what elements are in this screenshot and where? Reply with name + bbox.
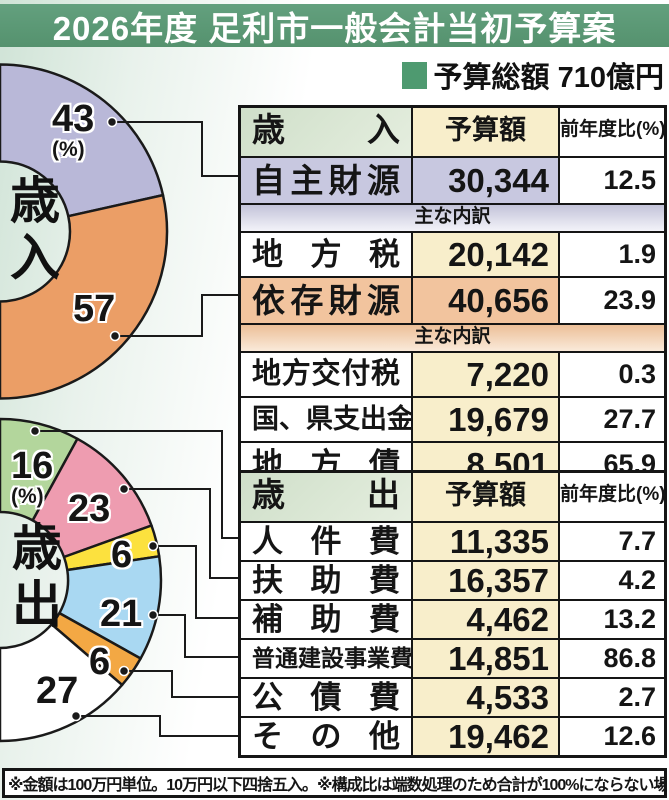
row-label: 国、県支出金 (241, 398, 413, 441)
row-yoy: 27.7 (560, 398, 664, 441)
row-label: 扶助費 (241, 562, 413, 599)
row-label: 人件費 (241, 523, 413, 560)
footnote: ※金額は100万円単位。10万円以下四捨五入。※構成比は端数処理のため合計が10… (2, 768, 667, 798)
row-yoy: 12.5 (560, 158, 664, 203)
revenue-table-header: 歳入 予算額 前年度比(%) (241, 108, 664, 156)
header-amount: 予算額 (413, 473, 560, 521)
row-label: 自主財源 (241, 158, 413, 203)
revenue-segment-self (0, 63, 165, 218)
row-label: 公債費 (241, 679, 413, 716)
percent-label-construction: 21 (100, 593, 143, 635)
revenue-segment-dependent (0, 193, 169, 400)
percent-unit: (%) (11, 485, 44, 509)
row-label: 依存財源 (241, 278, 413, 323)
revenue-table: 歳入 予算額 前年度比(%) 自主財源 30,344 12.5 主な内訳 地方税… (238, 105, 667, 489)
percent-label-personnel: 16 (%) (11, 445, 54, 509)
row-yoy: 12.6 (560, 718, 664, 755)
percent-label-revenue-self: 43 (%) (52, 98, 95, 162)
table-row: 自主財源 30,344 12.5 (241, 156, 664, 203)
row-amount: 30,344 (413, 158, 560, 203)
percent-label-assistance: 23 (68, 488, 111, 530)
table-row: 普通建設事業費 14,851 86.8 (241, 638, 664, 677)
table-row: 地方交付税 7,220 0.3 (241, 351, 664, 396)
row-label: その他 (241, 718, 413, 755)
row-yoy: 2.7 (560, 679, 664, 716)
budget-total-label: 予算総額 710億円 (433, 62, 664, 94)
table-row: 国、県支出金 19,679 27.7 (241, 396, 664, 441)
percent-label-subsidy: 6 (111, 534, 133, 576)
table-row: 地方税 20,142 1.9 (241, 231, 664, 276)
table-row: 扶助費 16,357 4.2 (241, 560, 664, 599)
percent-unit: (%) (52, 138, 85, 162)
row-amount: 16,357 (413, 562, 560, 599)
header-category: 歳出 (241, 473, 413, 521)
budget-total: 予算総額 710億円 (401, 58, 664, 94)
row-amount: 11,335 (413, 523, 560, 560)
row-label: 地方税 (241, 233, 413, 276)
header-amount: 予算額 (413, 108, 560, 156)
revenue-donut-title: 歳入 (3, 174, 59, 288)
header-yoy: 前年度比(%) (560, 473, 664, 521)
row-amount: 4,533 (413, 679, 560, 716)
row-label: 普通建設事業費 (241, 640, 413, 677)
row-amount: 20,142 (413, 233, 560, 276)
row-amount: 40,656 (413, 278, 560, 323)
expenditure-donut-title: 歳出 (5, 521, 61, 635)
green-square-icon (401, 61, 427, 89)
revenue-donut-chart (0, 63, 169, 400)
row-yoy: 23.9 (560, 278, 664, 323)
expenditure-table-header: 歳出 予算額 前年度比(%) (241, 473, 664, 521)
row-amount: 19,679 (413, 398, 560, 441)
row-yoy: 1.9 (560, 233, 664, 276)
row-yoy: 4.2 (560, 562, 664, 599)
table-row: 人件費 11,335 7.7 (241, 521, 664, 560)
breakdown-band: 主な内訳 (241, 323, 664, 351)
table-row: その他 19,462 12.6 (241, 716, 664, 755)
row-yoy: 0.3 (560, 353, 664, 396)
row-label: 地方交付税 (241, 353, 413, 396)
row-yoy: 13.2 (560, 601, 664, 638)
percent-label-debt: 6 (89, 641, 111, 683)
header-category: 歳入 (241, 108, 413, 156)
percent-label-revenue-dependent: 57 (73, 288, 116, 330)
expenditure-table: 歳出 予算額 前年度比(%) 人件費 11,335 7.7 扶助費 16,357… (238, 470, 667, 758)
breakdown-band: 主な内訳 (241, 203, 664, 231)
row-yoy: 86.8 (560, 640, 664, 677)
row-amount: 7,220 (413, 353, 560, 396)
header-yoy: 前年度比(%) (560, 108, 664, 156)
row-amount: 14,851 (413, 640, 560, 677)
table-row: 依存財源 40,656 23.9 (241, 276, 664, 323)
percent-label-other: 27 (36, 670, 79, 712)
table-row: 補助費 4,462 13.2 (241, 599, 664, 638)
expenditure-segment-other (0, 623, 124, 743)
row-amount: 19,462 (413, 718, 560, 755)
row-label: 補助費 (241, 601, 413, 638)
row-yoy: 7.7 (560, 523, 664, 560)
row-amount: 4,462 (413, 601, 560, 638)
table-row: 公債費 4,533 2.7 (241, 677, 664, 716)
page-title: 2026年度 足利市一般会計当初予算案 (0, 4, 669, 47)
